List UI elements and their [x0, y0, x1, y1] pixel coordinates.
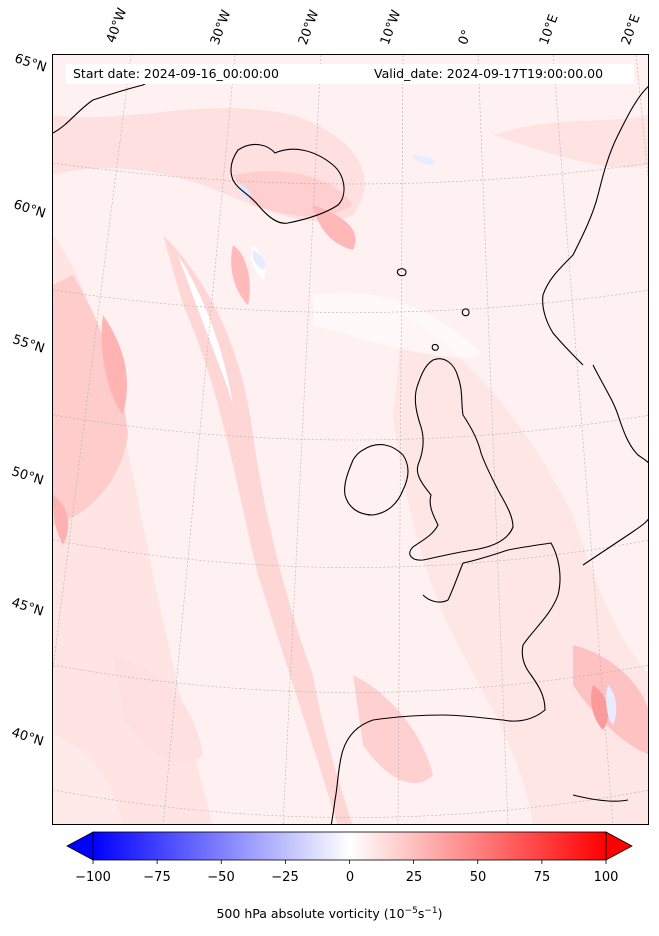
coast-france-iberia	[330, 542, 561, 824]
lat-label-40n: 40°N	[9, 725, 46, 750]
colorbar-tick-label: 0	[345, 870, 355, 885]
coast-norway	[542, 86, 648, 366]
colorbar-title: 500 hPa absolute vorticity (10−5s−1)	[216, 906, 443, 922]
coast-great-britain	[409, 358, 514, 561]
coastlines	[53, 64, 648, 824]
start-date-label: Start date: 2024-09-16_00:00:00	[66, 64, 338, 84]
colorbar-tick-label: 100	[593, 870, 619, 885]
colorbar	[66, 831, 633, 864]
lat-label-60n: 60°N	[11, 197, 48, 222]
lon-label-0: 0°	[455, 27, 476, 47]
lat-label-65n: 65°N	[12, 51, 49, 76]
colorbar-tick-label: −75	[143, 870, 171, 885]
lat-label-55n: 55°N	[10, 332, 47, 357]
map-panel	[52, 54, 649, 825]
colorbar-tick-label: 25	[405, 870, 423, 885]
colorbar-extend-min	[66, 831, 94, 861]
coast-iceland	[230, 143, 345, 224]
lat-label-45n: 45°N	[9, 595, 46, 620]
lon-label-30w: 30°W	[207, 8, 235, 47]
colorbar-extend-max	[605, 831, 633, 861]
colorbar-gradient	[92, 831, 607, 861]
vorticity-field-map	[53, 55, 648, 824]
colorbar-tick-label: 50	[469, 870, 487, 885]
lon-label-20w: 20°W	[295, 8, 323, 47]
lon-label-40w: 40°W	[103, 6, 131, 45]
colorbar-tick-label: 75	[533, 870, 551, 885]
valid-date-label: Valid_date: 2024-09-17T19:00:00.00	[338, 64, 634, 84]
graticule	[53, 55, 648, 824]
lat-label-50n: 50°N	[9, 464, 46, 489]
coast-ireland	[344, 444, 409, 516]
lon-label-10e: 10°E	[536, 12, 562, 48]
colorbar-ticks	[92, 860, 607, 864]
lon-label-20e: 20°E	[618, 12, 644, 48]
colorbar-tick-label: −100	[75, 870, 111, 885]
colorbar-tick-label: −50	[207, 870, 235, 885]
vorticity-shading	[53, 107, 648, 824]
lon-label-10w: 10°W	[377, 8, 405, 47]
colorbar-tick-label: −25	[271, 870, 299, 885]
